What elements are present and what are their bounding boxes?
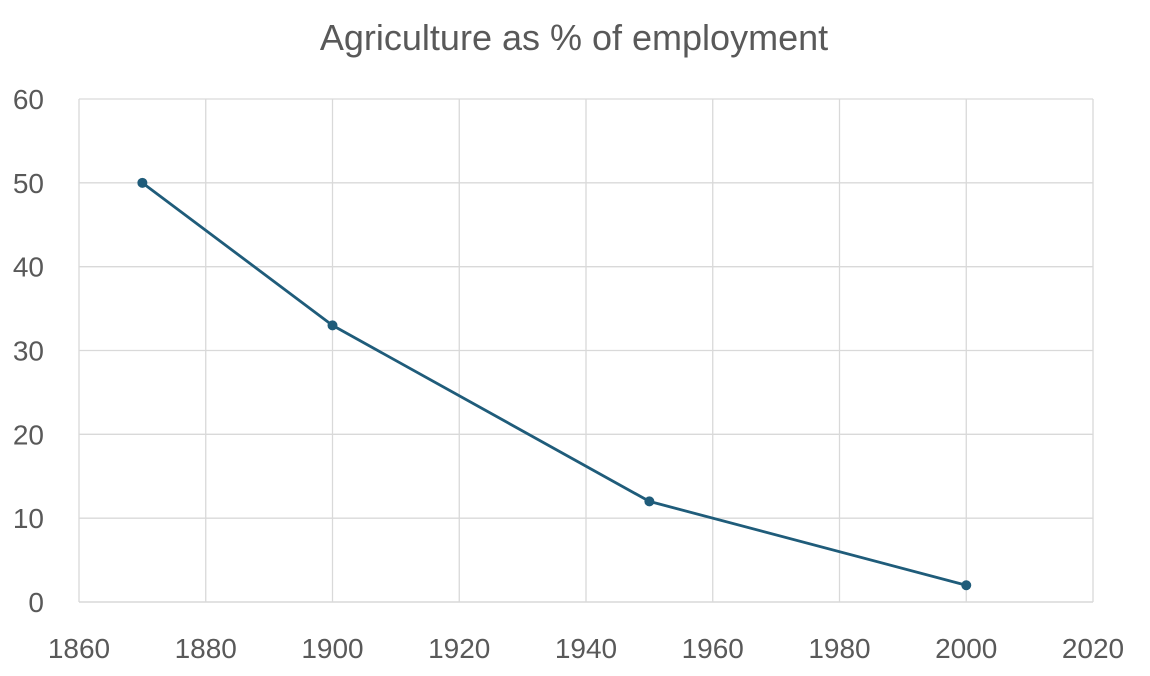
y-tick-label: 0 [28, 587, 44, 618]
y-tick-label: 30 [13, 336, 44, 367]
x-tick-label: 2020 [1062, 633, 1124, 664]
y-axis-ticks: 0 10 20 30 40 50 60 [13, 84, 44, 618]
x-tick-label: 1940 [555, 633, 617, 664]
y-tick-label: 60 [13, 84, 44, 115]
data-point [644, 496, 655, 507]
data-point [327, 320, 338, 331]
grid [78, 98, 1094, 603]
x-axis-ticks: 1860 1880 1900 1920 1940 1960 1980 2000 2020 [48, 633, 1124, 664]
series-line [140, 181, 968, 587]
x-tick-label: 1920 [428, 633, 490, 664]
y-tick-label: 10 [13, 503, 44, 534]
y-tick-label: 20 [13, 419, 44, 450]
chart-title: Agriculture as % of employment [320, 17, 828, 58]
data-point [137, 177, 148, 188]
y-tick-label: 40 [13, 252, 44, 283]
plot-area [137, 177, 972, 591]
x-tick-label: 2000 [935, 633, 997, 664]
y-tick-label: 50 [13, 168, 44, 199]
x-tick-label: 1880 [175, 633, 237, 664]
x-tick-label: 1900 [301, 633, 363, 664]
x-tick-label: 1860 [48, 633, 110, 664]
x-tick-label: 1960 [682, 633, 744, 664]
x-tick-label: 1980 [808, 633, 870, 664]
data-point [961, 580, 972, 591]
